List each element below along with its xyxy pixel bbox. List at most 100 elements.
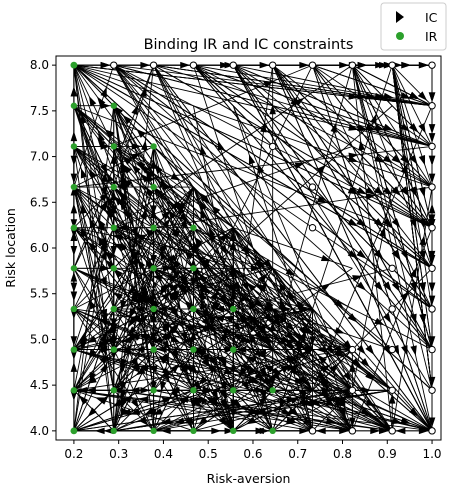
ir-point (230, 346, 237, 353)
ic-node (268, 61, 277, 69)
ic-edge (272, 65, 353, 350)
y-tick-label: 5.0 (30, 332, 49, 346)
ir-point (150, 224, 157, 231)
ic-node (428, 142, 436, 151)
ic-edge (73, 64, 194, 228)
legend-ic-label: IC (425, 10, 438, 25)
ic-node (428, 183, 436, 191)
ic-edge (113, 386, 154, 394)
ic-edge (113, 389, 393, 432)
ir-point (70, 427, 78, 435)
legend: IC IR (380, 2, 447, 51)
ic-edge (391, 65, 433, 228)
ic-node (388, 345, 396, 354)
ic-edge (153, 61, 194, 69)
x-axis-ticks: 0.2 0.3 0.4 0.5 0.6 0.7 0.8 0.9 1.0 (64, 440, 442, 461)
ic-edge (233, 267, 353, 350)
ic-edge (232, 65, 274, 350)
ic-node (110, 61, 118, 69)
ic-node (428, 224, 436, 232)
ir-point (190, 427, 197, 435)
ic-edge (388, 390, 396, 431)
ic-edge (70, 227, 78, 269)
ic-edge (153, 64, 274, 350)
ic-node (348, 345, 357, 354)
ic-edge (351, 64, 433, 188)
x-tick-label: 0.3 (109, 447, 128, 461)
ic-node (308, 61, 317, 69)
ic-edge (352, 64, 433, 107)
ir-point (150, 427, 157, 435)
ir-point (70, 387, 78, 394)
ic-edge (73, 186, 194, 432)
ic-node (428, 305, 436, 313)
ic-edge (113, 308, 155, 431)
ir-point (190, 305, 197, 313)
ic-node (268, 142, 277, 151)
ir-point (70, 224, 78, 231)
ic-edge (391, 64, 433, 107)
ir-point (70, 102, 78, 109)
ir-point (190, 346, 197, 353)
legend-ic-marker (396, 11, 404, 23)
ic-edge (392, 61, 433, 69)
x-axis-label: Risk-aversion (207, 471, 291, 486)
ic-edge (272, 64, 433, 350)
x-tick-label: 1.0 (422, 447, 441, 461)
y-tick-label: 4.5 (30, 378, 49, 392)
ic-node (428, 264, 436, 272)
ic-edge (428, 349, 436, 391)
ic-edge (352, 427, 393, 435)
ir-point (190, 224, 197, 231)
ic-edge (73, 227, 273, 432)
ic-edge (73, 389, 115, 432)
ic-edge (73, 308, 115, 350)
ic-edge (73, 186, 194, 350)
ic-edge (312, 65, 393, 310)
ir-point (70, 61, 78, 69)
x-tick-label: 0.8 (333, 447, 352, 461)
ic-edge (351, 186, 393, 391)
x-tick-label: 0.6 (243, 447, 262, 461)
ic-node (348, 427, 357, 435)
ic-node (388, 427, 396, 435)
ic-edge (233, 267, 393, 310)
ic-node (229, 61, 237, 69)
ic-edge (113, 349, 313, 391)
ir-point (110, 305, 117, 313)
x-tick-label: 0.9 (378, 447, 397, 461)
ic-node (428, 345, 436, 354)
ic-nodes (70, 61, 436, 435)
ic-node (388, 61, 396, 69)
ic-edge (73, 65, 115, 188)
ic-edge (153, 64, 313, 391)
ic-edge (272, 64, 433, 269)
ic-edge (113, 65, 155, 431)
ir-point (70, 143, 78, 150)
ir-point (70, 346, 78, 353)
ir-point (150, 387, 157, 394)
ir-point (150, 346, 157, 353)
ic-edge (73, 61, 114, 69)
ic-edge (312, 105, 433, 391)
ic-edge (73, 64, 155, 269)
ic-edge (428, 268, 436, 309)
ic-node (149, 61, 158, 69)
y-tick-label: 5.5 (30, 287, 49, 301)
ic-edge (428, 390, 436, 431)
ic-edge (150, 227, 157, 431)
ic-edge (153, 186, 433, 229)
ic-edge (73, 105, 353, 391)
ic-edge (113, 64, 274, 350)
ic-node (388, 305, 396, 313)
ic-node (308, 183, 317, 191)
y-tick-label: 6.5 (30, 195, 49, 209)
ir-point (150, 265, 157, 272)
ir-point (230, 387, 237, 394)
ic-node (388, 386, 396, 394)
ic-edge (113, 227, 234, 391)
ir-point (110, 387, 117, 394)
ic-edge (113, 64, 313, 391)
ic-node (189, 61, 198, 69)
ic-edge (70, 65, 78, 188)
